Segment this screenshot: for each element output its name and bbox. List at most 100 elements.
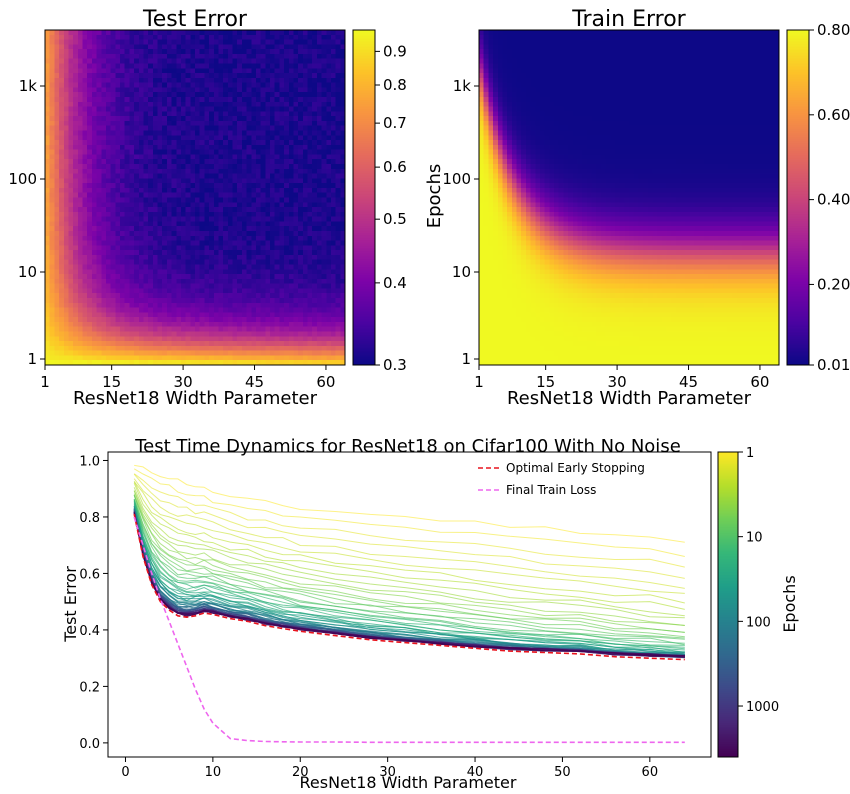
epoch-curve xyxy=(133,495,685,638)
dynamics-x-label: ResNet18 Width Parameter xyxy=(300,773,517,792)
epoch-curve xyxy=(133,510,685,657)
x-tick-label: 30 xyxy=(379,765,396,780)
train-error-y-label: Epochs xyxy=(424,164,445,229)
colorbar-tick-label: 1 xyxy=(746,446,754,461)
epoch-curve xyxy=(133,504,685,651)
dynamics-title: Test Time Dynamics for ResNet18 on Cifar… xyxy=(134,436,681,457)
epoch-curve xyxy=(133,481,685,594)
train-error-colorbar xyxy=(787,30,809,365)
x-tick-label: 15 xyxy=(102,373,121,391)
legend-train-loss-label: Final Train Loss xyxy=(506,483,596,497)
dynamics-axes: 0 10 20 30 40 50 60 0.0 0.2 0.4 0.6 0.8 1.0 1 10 100 100… xyxy=(79,446,779,780)
colorbar-tick-label: 0.80 xyxy=(817,21,850,39)
x-tick-label: 1 xyxy=(40,373,50,391)
optimal-early-stopping-line xyxy=(133,513,685,661)
colorbar-tick-label: 0.20 xyxy=(817,275,850,293)
y-tick-label: 0.8 xyxy=(79,511,100,526)
y-tick-label: 0.6 xyxy=(79,567,100,582)
epoch-curve xyxy=(133,502,685,653)
epoch-curve xyxy=(133,468,685,557)
legend: Optimal Early Stopping Final Train Loss xyxy=(478,461,645,497)
colorbar-tick-label: 100 xyxy=(746,615,771,630)
colorbar-tick-label: 1000 xyxy=(746,700,779,715)
y-tick-label: 1 xyxy=(461,350,471,368)
x-tick-label: 50 xyxy=(554,765,571,780)
train-error-title: Train Error xyxy=(571,7,686,32)
colorbar-tick-label: 0.6 xyxy=(383,158,407,176)
dynamics-frame xyxy=(107,451,712,758)
epoch-curve xyxy=(133,506,685,653)
y-tick-label: 10 xyxy=(452,263,471,281)
dynamics-y-label: Test Error xyxy=(61,566,80,643)
colorbar-tick-label: 0.8 xyxy=(383,76,407,94)
colorbar-tick-label: 0.40 xyxy=(817,191,850,209)
x-tick-label: 1 xyxy=(474,373,484,391)
x-tick-label: 10 xyxy=(205,765,222,780)
y-tick-label: 0.4 xyxy=(79,624,100,639)
epoch-curves xyxy=(133,464,685,659)
colorbar-frame xyxy=(786,29,810,366)
colorbar-tick-label: 0.4 xyxy=(383,274,407,292)
y-tick-label: 1k xyxy=(453,77,472,95)
y-tick-label: 1k xyxy=(19,77,38,95)
epochs-colorbar-label: Epochs xyxy=(780,575,799,632)
x-tick-label: 30 xyxy=(608,373,627,391)
epoch-curve xyxy=(133,498,685,639)
legend-optimal-label: Optimal Early Stopping xyxy=(506,461,645,475)
epochs-colorbar-frame xyxy=(717,451,739,758)
final-train-loss-line xyxy=(133,516,685,744)
x-tick-label: 40 xyxy=(467,765,484,780)
colorbar-tick-label: 0.60 xyxy=(817,106,850,124)
epoch-curve xyxy=(133,473,685,568)
colorbar-tick-label: 0.01 xyxy=(817,356,850,374)
x-tick-label: 15 xyxy=(536,373,555,391)
colorbar-tick-label: 0.5 xyxy=(383,210,407,228)
epoch-curve xyxy=(133,499,685,646)
epoch-curve xyxy=(133,493,685,626)
epoch-curve xyxy=(133,512,685,657)
epoch-curve xyxy=(133,506,685,656)
epoch-curve xyxy=(133,490,685,619)
epoch-curve xyxy=(133,481,685,604)
epoch-curve xyxy=(133,503,685,648)
x-tick-label: 60 xyxy=(642,765,659,780)
y-tick-label: 100 xyxy=(442,170,471,188)
epochs-colorbar xyxy=(718,452,738,757)
epoch-curve xyxy=(133,473,685,579)
x-tick-label: 45 xyxy=(245,373,264,391)
epoch-curve xyxy=(133,483,685,610)
epoch-curve xyxy=(133,487,685,617)
y-tick-label: 10 xyxy=(18,263,37,281)
epoch-curve xyxy=(133,490,685,626)
y-tick-label: 1 xyxy=(27,350,37,368)
epoch-curve xyxy=(133,499,685,640)
x-tick-label: 20 xyxy=(292,765,309,780)
test-error-colorbar xyxy=(353,30,375,365)
heatmap-frame xyxy=(478,29,780,366)
test-error-x-label: ResNet18 Width Parameter xyxy=(73,388,318,409)
y-tick-label: 0.2 xyxy=(79,680,100,695)
colorbar-frame xyxy=(352,29,376,366)
y-tick-label: 0.0 xyxy=(79,737,100,752)
x-tick-label: 45 xyxy=(679,373,698,391)
x-tick-label: 60 xyxy=(316,373,335,391)
x-tick-label: 0 xyxy=(121,765,129,780)
epoch-curve xyxy=(133,478,685,589)
colorbar-tick-label: 0.7 xyxy=(383,114,407,132)
epoch-curve xyxy=(133,507,685,655)
epoch-curve xyxy=(133,499,685,646)
colorbar-tick-label: 10 xyxy=(746,531,763,546)
colorbar-tick-label: 0.3 xyxy=(383,356,407,374)
colorbar-tick-label: 0.9 xyxy=(383,42,407,60)
x-tick-label: 60 xyxy=(750,373,769,391)
x-tick-label: 30 xyxy=(174,373,193,391)
heatmap-frame xyxy=(44,29,346,366)
test-error-title: Test Error xyxy=(142,7,248,32)
y-tick-label: 100 xyxy=(8,170,37,188)
test-error-heatmap xyxy=(45,30,345,365)
epoch-curve xyxy=(133,495,685,633)
train-error-heatmap xyxy=(479,30,779,365)
